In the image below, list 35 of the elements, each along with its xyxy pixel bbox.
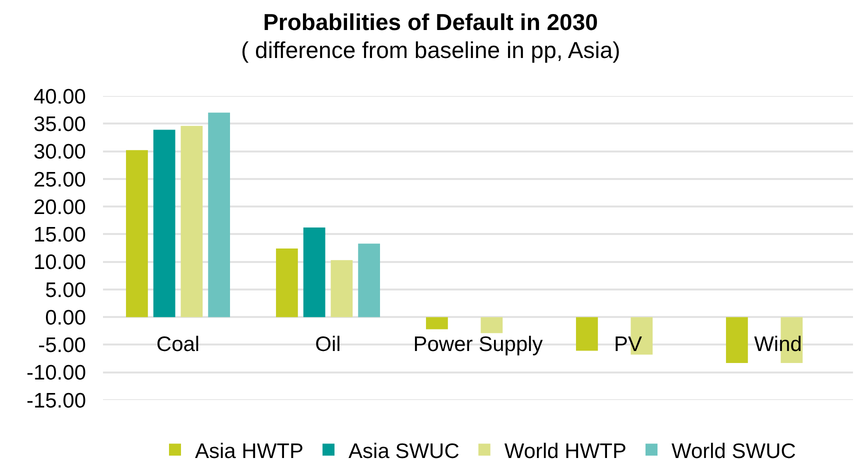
y-tick-label: 0.00 xyxy=(45,306,86,330)
legend-label: World SWUC xyxy=(672,440,796,460)
bar xyxy=(576,317,598,351)
y-tick-label: 5.00 xyxy=(45,278,86,302)
bar xyxy=(426,317,448,330)
bar xyxy=(358,244,380,318)
bar xyxy=(153,130,176,318)
y-tick-label: 30.00 xyxy=(33,140,86,164)
bar xyxy=(208,112,230,318)
legend-label: Asia SWUC xyxy=(348,440,460,460)
y-tick-label: 40.00 xyxy=(33,85,86,108)
y-tick-label: 15.00 xyxy=(33,224,86,247)
y-tick-label: 35.00 xyxy=(33,112,86,136)
bar xyxy=(303,228,326,318)
legend-label: World HWTP xyxy=(504,440,626,460)
x-tick-label: Power Supply xyxy=(413,333,544,356)
bar xyxy=(726,317,748,363)
y-tick-label: 25.00 xyxy=(33,168,86,192)
bar xyxy=(180,126,203,318)
chart-subtitle: ( difference from baseline in pp, Asia) xyxy=(241,37,620,63)
x-tick-label: Oil xyxy=(315,333,341,356)
y-tick-label: -10.00 xyxy=(26,362,86,385)
y-tick-label: 20.00 xyxy=(33,196,86,219)
y-tick-label: -15.00 xyxy=(26,389,86,412)
x-tick-label: Wind xyxy=(754,333,802,356)
bar xyxy=(276,248,298,318)
x-tick-label: Coal xyxy=(156,333,200,356)
bar xyxy=(480,317,503,334)
x-tick-label: PV xyxy=(614,333,642,356)
bar xyxy=(330,260,353,318)
legend-label: Asia HWTP xyxy=(195,440,304,460)
bar xyxy=(126,150,148,318)
y-tick-label: 10.00 xyxy=(33,251,86,274)
chart-title: Probabilities of Default in 2030 xyxy=(263,9,598,36)
y-tick-label: -5.00 xyxy=(38,334,86,358)
